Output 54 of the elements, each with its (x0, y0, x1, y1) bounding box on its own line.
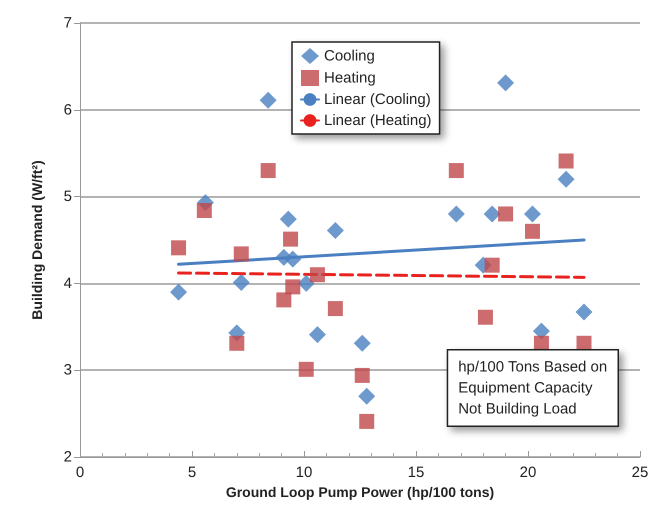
y-tick-label: 5 (64, 188, 72, 206)
x-tick-label: 5 (188, 464, 196, 481)
point (310, 267, 325, 282)
point (260, 163, 276, 178)
y-axis-title: Building Demand (W/ft²) (29, 160, 45, 320)
point (498, 206, 514, 222)
point (497, 74, 514, 92)
point (558, 170, 575, 188)
point (358, 388, 376, 405)
point (448, 205, 465, 222)
point (229, 336, 244, 351)
point (285, 279, 300, 294)
point (298, 274, 315, 292)
y-tick-label: 4 (64, 274, 72, 292)
point (171, 240, 186, 256)
point (298, 362, 314, 377)
point (234, 246, 249, 262)
point (260, 92, 277, 109)
y-tick-label: 3 (64, 362, 72, 379)
x-tick-label: 15 (408, 464, 424, 481)
point (308, 326, 326, 344)
point (232, 274, 250, 292)
point (276, 292, 292, 308)
x-tick-label: 10 (296, 464, 312, 481)
point (524, 224, 540, 239)
x-tick-label: 20 (520, 464, 536, 481)
point (170, 284, 188, 301)
legend-label: Cooling (324, 48, 375, 64)
point (328, 301, 343, 316)
x-tick-label: 0 (76, 464, 84, 481)
legend-label: Linear (Cooling) (324, 91, 431, 108)
point (196, 202, 212, 218)
y-tick-label: 7 (64, 14, 72, 32)
point (359, 414, 374, 429)
point (283, 232, 298, 247)
annotation: hp/100 Tons Based on Equipment Capacity Not Building Load (458, 358, 608, 418)
point (280, 210, 297, 228)
point (576, 304, 592, 321)
point (448, 163, 464, 178)
point (484, 258, 500, 273)
point (354, 368, 370, 383)
point (354, 334, 371, 352)
y-tick-label: 2 (64, 448, 72, 466)
x-tick-label: 25 (632, 464, 648, 481)
point (284, 250, 302, 268)
point (326, 222, 344, 239)
point (524, 205, 541, 222)
point (478, 310, 493, 325)
legend-label: Linear (Heating) (324, 112, 432, 129)
point (484, 205, 501, 222)
legend-label: Heating (324, 70, 376, 86)
point (558, 154, 574, 169)
x-axis-title: Ground Loop Pump Power (hp/100 tons) (226, 484, 494, 500)
y-tick-label: 6 (64, 101, 72, 118)
